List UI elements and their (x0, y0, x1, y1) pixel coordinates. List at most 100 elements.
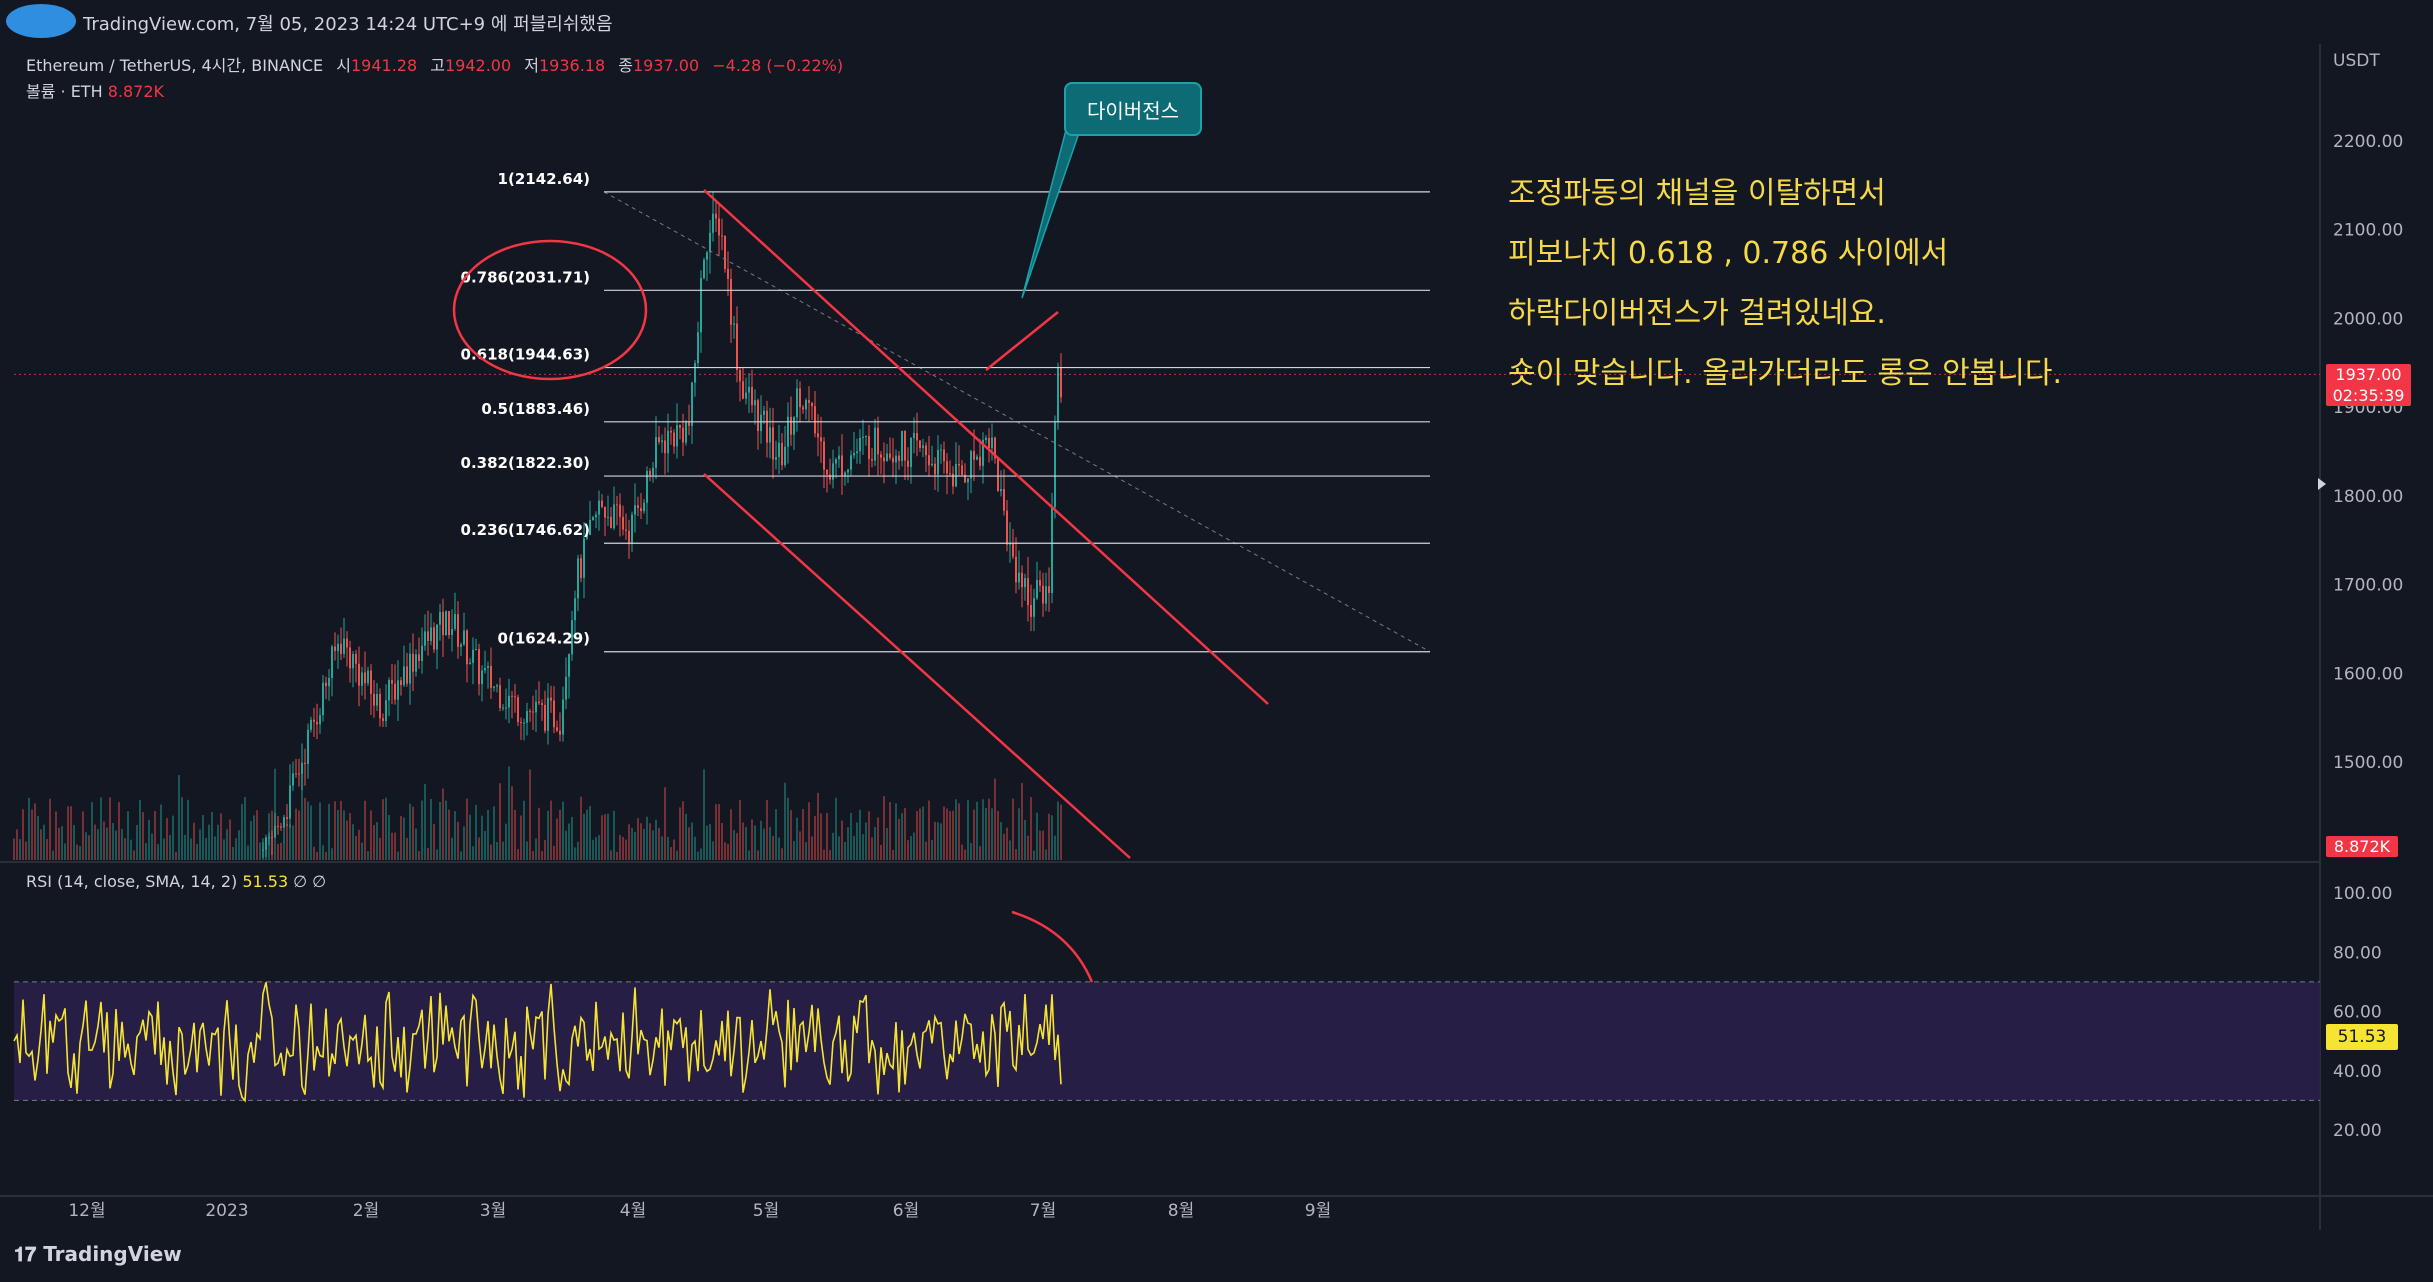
volume-bar (388, 814, 390, 860)
volume-bar (85, 832, 87, 860)
candle-body (1036, 579, 1038, 599)
candle-body (835, 459, 837, 464)
candle-body (757, 400, 759, 431)
volume-bar (76, 844, 78, 860)
candle-body (286, 817, 288, 819)
volume-bar (505, 823, 507, 860)
volume-bar (787, 797, 789, 860)
open-value: 1941.28 (350, 56, 418, 75)
volume-bar (928, 800, 930, 860)
candle-body (847, 469, 849, 473)
candle-body (622, 516, 624, 530)
candle-body (769, 427, 771, 443)
price-axis: USDT2200.002100.002000.001900.001800.001… (68, 51, 2403, 1221)
candle-body (337, 643, 339, 651)
candle-body (679, 425, 681, 428)
volume-bar (769, 826, 771, 860)
volume-bar (202, 815, 204, 860)
volume-bar (820, 813, 822, 860)
candle-body (409, 653, 411, 684)
volume-bar (751, 819, 753, 860)
candle-body (262, 849, 264, 851)
volume-bar (754, 825, 756, 860)
volume-bar (298, 810, 300, 860)
volume-bar (832, 832, 834, 860)
candle-body (802, 407, 804, 410)
symbol-legend[interactable]: Ethereum / TetherUS, 4시간, BINANCE 시1941.… (26, 52, 843, 76)
volume-legend[interactable]: 볼륨 · ETH 8.872K (26, 78, 164, 102)
volume-bar (22, 809, 24, 860)
candle-body (763, 410, 765, 415)
publish-info: TradingView.com, 7월 05, 2023 14:24 UTC+9… (83, 14, 613, 35)
volume-bar (613, 810, 615, 860)
volume-bar (1048, 813, 1050, 860)
candle-body (355, 654, 357, 664)
volume-bar (847, 827, 849, 860)
volume-bar (562, 801, 564, 860)
volume-bar (310, 805, 312, 860)
candle-body (985, 437, 987, 440)
volume-bar (547, 810, 549, 860)
volume-bar (445, 800, 447, 860)
candle-body (907, 460, 909, 467)
volume-bar (532, 851, 534, 860)
volume-bar (493, 806, 495, 860)
candle-body (799, 388, 801, 408)
volume-bar (25, 841, 27, 860)
volume-bar (88, 835, 90, 860)
volume-bar (430, 799, 432, 860)
candle-body (688, 422, 690, 426)
volume-bar (724, 842, 726, 860)
candle-body (271, 837, 273, 839)
rsi-legend[interactable]: RSI (14, close, SMA, 14, 2) 51.53 ∅ ∅ (26, 872, 326, 891)
candle-body (997, 458, 999, 492)
volume-bar (643, 828, 645, 860)
volume-bar (346, 820, 348, 860)
candle-body (784, 446, 786, 466)
volume-bar (514, 809, 516, 860)
volume-bar (100, 797, 102, 860)
volume-bar (856, 822, 858, 860)
volume-bar (397, 851, 399, 860)
price-tick-label: 2200.00 (2333, 132, 2403, 152)
volume-bar (286, 823, 288, 860)
candle-body (673, 432, 675, 447)
volume-bar (550, 800, 552, 860)
candle-body (508, 695, 510, 708)
volume-bar (316, 851, 318, 860)
volume-bar (94, 824, 96, 860)
volume-bar (541, 851, 543, 860)
candle-body (655, 437, 657, 468)
candle-body (502, 707, 504, 709)
volume-bar (904, 808, 906, 860)
volume-bar (508, 766, 510, 860)
footer-text: TradingView (43, 1242, 182, 1266)
candle-body (397, 680, 399, 700)
candle-body (838, 455, 840, 460)
candle-body (289, 785, 291, 819)
volume-bar (865, 822, 867, 860)
candle-body (730, 278, 732, 325)
volume-bar (982, 799, 984, 860)
volume-bar (355, 835, 357, 860)
volume-bar (721, 823, 723, 860)
volume-bar (451, 837, 453, 860)
volume-bar (307, 801, 309, 860)
candle-body (859, 437, 861, 452)
volume-bar (688, 827, 690, 860)
candle-body (994, 437, 996, 459)
candle-body (403, 666, 405, 686)
candle-body (310, 719, 312, 730)
volume-bar (280, 842, 282, 860)
candle-body (739, 369, 741, 382)
candle-body (610, 516, 612, 529)
volume-bar (910, 836, 912, 860)
candle-body (703, 259, 705, 279)
candle-body (451, 628, 453, 635)
candle-body (634, 505, 636, 515)
volume-bar (442, 788, 444, 860)
candle-body (466, 630, 468, 665)
volume-bar (655, 819, 657, 860)
volume-bar (640, 823, 642, 860)
